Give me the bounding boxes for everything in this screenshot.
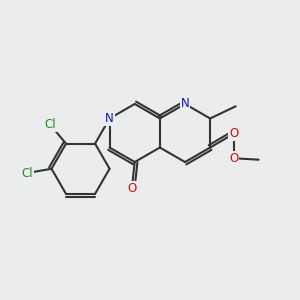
Text: Cl: Cl [44, 118, 56, 131]
Text: N: N [181, 98, 189, 110]
Text: O: O [127, 182, 136, 195]
Text: Cl: Cl [21, 167, 33, 180]
Text: O: O [229, 152, 239, 165]
Text: O: O [229, 127, 239, 140]
Text: N: N [105, 112, 114, 125]
